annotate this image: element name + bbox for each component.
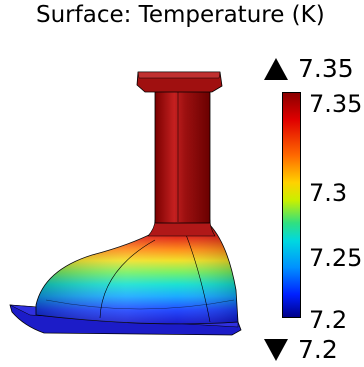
max-value-label: 7.35 bbox=[298, 54, 354, 83]
colorbar-label-bottom: 7.2 bbox=[309, 308, 347, 332]
min-triangle-icon bbox=[264, 339, 288, 361]
tube bbox=[155, 88, 210, 223]
colorbar-label-upper: 7.3 bbox=[309, 181, 347, 205]
max-value-marker: 7.35 bbox=[264, 54, 354, 83]
colorbar-label-lower: 7.25 bbox=[309, 246, 362, 270]
max-triangle-icon bbox=[264, 58, 288, 80]
min-value-label: 7.2 bbox=[298, 335, 338, 364]
colorbar-label-top: 7.35 bbox=[309, 92, 362, 116]
min-value-marker: 7.2 bbox=[264, 335, 338, 364]
colorbar bbox=[282, 92, 301, 318]
